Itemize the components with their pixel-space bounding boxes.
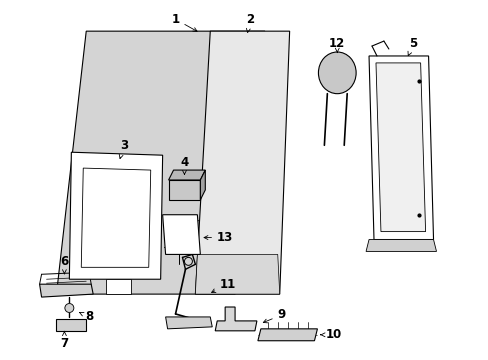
Polygon shape — [195, 31, 289, 294]
Text: 8: 8 — [80, 310, 93, 323]
Text: 9: 9 — [263, 309, 285, 323]
Polygon shape — [56, 319, 86, 331]
Polygon shape — [195, 255, 279, 294]
Text: 5: 5 — [407, 37, 417, 55]
Ellipse shape — [318, 52, 355, 94]
Polygon shape — [69, 152, 163, 279]
Polygon shape — [81, 168, 150, 267]
Polygon shape — [200, 170, 205, 200]
Polygon shape — [168, 180, 200, 200]
Text: 3: 3 — [119, 139, 128, 158]
Text: 1: 1 — [171, 13, 197, 31]
Polygon shape — [168, 170, 205, 180]
Text: 11: 11 — [211, 278, 236, 292]
Text: 6: 6 — [60, 255, 68, 274]
Polygon shape — [40, 284, 93, 297]
Polygon shape — [215, 307, 256, 331]
Circle shape — [65, 303, 74, 312]
Polygon shape — [106, 279, 131, 294]
Polygon shape — [257, 329, 317, 341]
Text: 12: 12 — [328, 37, 345, 53]
Polygon shape — [368, 56, 433, 239]
Polygon shape — [165, 317, 212, 329]
Text: 2: 2 — [245, 13, 253, 32]
Text: 7: 7 — [60, 332, 68, 350]
Polygon shape — [375, 63, 425, 231]
Text: 4: 4 — [180, 156, 188, 175]
Text: 10: 10 — [320, 328, 342, 341]
Polygon shape — [366, 239, 436, 251]
Text: 13: 13 — [203, 231, 233, 244]
Polygon shape — [56, 31, 264, 294]
Polygon shape — [163, 215, 200, 255]
